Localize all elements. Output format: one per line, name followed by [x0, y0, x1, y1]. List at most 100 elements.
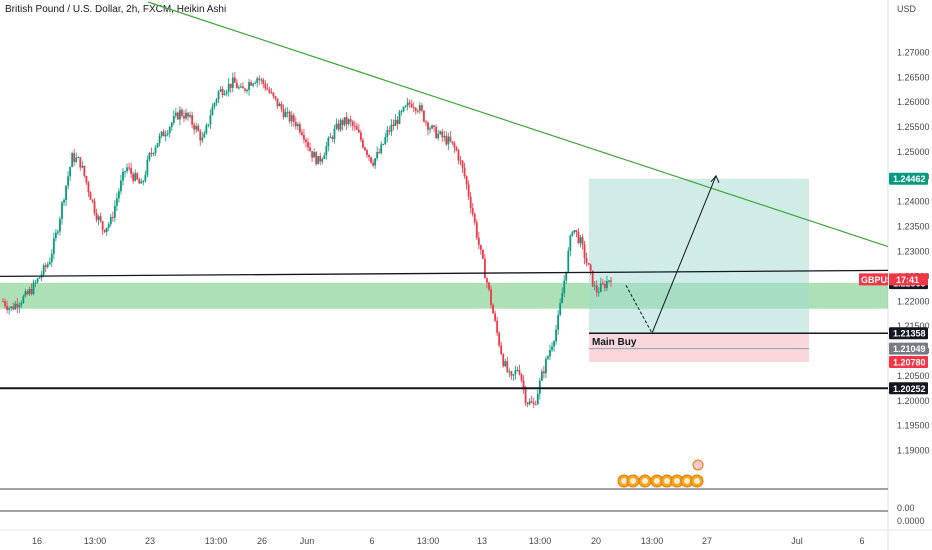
candle-body: [575, 230, 578, 233]
price-tag[interactable]: 1.21049: [889, 342, 928, 355]
candle-body: [551, 346, 553, 351]
price-tick-label: 1.19500: [897, 421, 930, 431]
drawing-lines-layer[interactable]: [0, 1, 889, 390]
candle-body: [380, 144, 383, 154]
candle-body: [416, 110, 419, 112]
candle-body: [142, 181, 145, 183]
stop-loss-zone[interactable]: [589, 333, 809, 362]
candle-body: [57, 231, 59, 233]
candle-body: [140, 181, 143, 184]
candle-body: [516, 369, 519, 371]
symbol-tag-label: GBPUSD: [861, 275, 900, 285]
candle-body: [87, 182, 90, 193]
candle-body: [555, 329, 557, 342]
candle-body: [124, 171, 126, 173]
candle-body: [508, 371, 511, 373]
candle-body: [455, 147, 458, 151]
time-tick-label: 13: [477, 536, 487, 546]
candle-body: [211, 106, 214, 116]
candle-body: [219, 89, 222, 92]
candle-body: [453, 143, 456, 148]
candle-body: [603, 283, 606, 289]
candle-body: [530, 401, 533, 403]
candle-body: [268, 89, 271, 93]
price-axis[interactable]: USD 1.27000 1.26500 1.26000 1.25500 1.25000 1.…: [859, 4, 930, 526]
candle-body: [44, 265, 47, 268]
event-flag-icon[interactable]: [692, 459, 704, 471]
candle-body: [305, 139, 307, 143]
candle-body: [185, 112, 187, 119]
candle-body: [404, 105, 407, 108]
projection-dashed-path[interactable]: [625, 285, 653, 334]
candle-body: [109, 217, 112, 225]
candle-body: [506, 361, 509, 372]
candle-body: [557, 314, 560, 330]
candle-body: [101, 221, 104, 230]
candle-body: [461, 160, 464, 168]
candle-body: [166, 133, 169, 135]
candle-body: [213, 103, 216, 107]
candle-body: [343, 117, 346, 125]
price-tick-label: 1.23500: [897, 222, 930, 232]
event-flag-inner: [684, 478, 690, 484]
price-tag[interactable]: 1.20780: [889, 355, 928, 368]
indicator-tick-label: 0.00: [897, 503, 915, 513]
price-tag[interactable]: 1.21358: [889, 327, 928, 340]
candle-body: [14, 303, 17, 310]
candle-body: [362, 139, 364, 148]
candle-body: [349, 119, 352, 122]
candle-body: [329, 137, 332, 139]
candle-body: [290, 115, 293, 122]
candle-body: [24, 291, 27, 297]
candle-body: [193, 124, 196, 130]
resistance-line[interactable]: [0, 269, 889, 278]
candle-body: [496, 320, 499, 333]
descending-trendline[interactable]: [147, 1, 889, 248]
price-tag-bg: [889, 342, 928, 355]
candle-body: [313, 152, 316, 158]
candles-layer: [2, 72, 612, 408]
candle-body: [486, 278, 488, 283]
candle-body: [260, 79, 263, 81]
candle-body: [315, 152, 318, 165]
candle-body: [587, 262, 590, 265]
candle-body: [286, 111, 289, 113]
candle-body: [32, 282, 35, 294]
price-tick-label: 1.20000: [897, 396, 930, 406]
candle-body: [402, 107, 405, 112]
candle-body: [585, 258, 588, 263]
candle-body: [553, 341, 555, 347]
candle-body: [152, 153, 155, 155]
price-tag[interactable]: 1.24462: [889, 172, 928, 185]
candle-body: [431, 125, 433, 129]
candle-body: [59, 218, 61, 232]
projection-arrow-line[interactable]: [651, 175, 717, 334]
event-flag-inner: [674, 478, 680, 484]
time-axis[interactable]: 16 13:00 23 13:00 26 Jun 6 13:00 13 13:00 20 13:00 2…: [32, 536, 865, 546]
candle-body: [181, 109, 183, 116]
indicator-tick-label: 0.0000: [897, 516, 925, 526]
candle-body: [406, 102, 409, 106]
candle-body: [95, 213, 98, 220]
candle-body: [540, 371, 543, 381]
candle-body: [278, 104, 281, 107]
candle-body: [309, 147, 311, 152]
candle-body: [490, 289, 492, 306]
candle-body: [22, 296, 25, 303]
candle-body: [569, 235, 572, 251]
profit-target-zone[interactable]: [589, 178, 809, 334]
candle-body: [160, 131, 163, 136]
candle-body: [63, 200, 65, 203]
candle-body: [370, 157, 372, 163]
price-tag-bg: [889, 355, 928, 368]
candle-body: [85, 176, 88, 183]
candle-body: [89, 192, 92, 200]
candle-body: [280, 104, 283, 110]
candle-body: [520, 374, 523, 381]
price-tag[interactable]: 1.20252: [889, 382, 928, 395]
economic-events-layer[interactable]: [617, 459, 704, 488]
candle-body: [542, 371, 545, 374]
candle-body: [105, 227, 108, 233]
